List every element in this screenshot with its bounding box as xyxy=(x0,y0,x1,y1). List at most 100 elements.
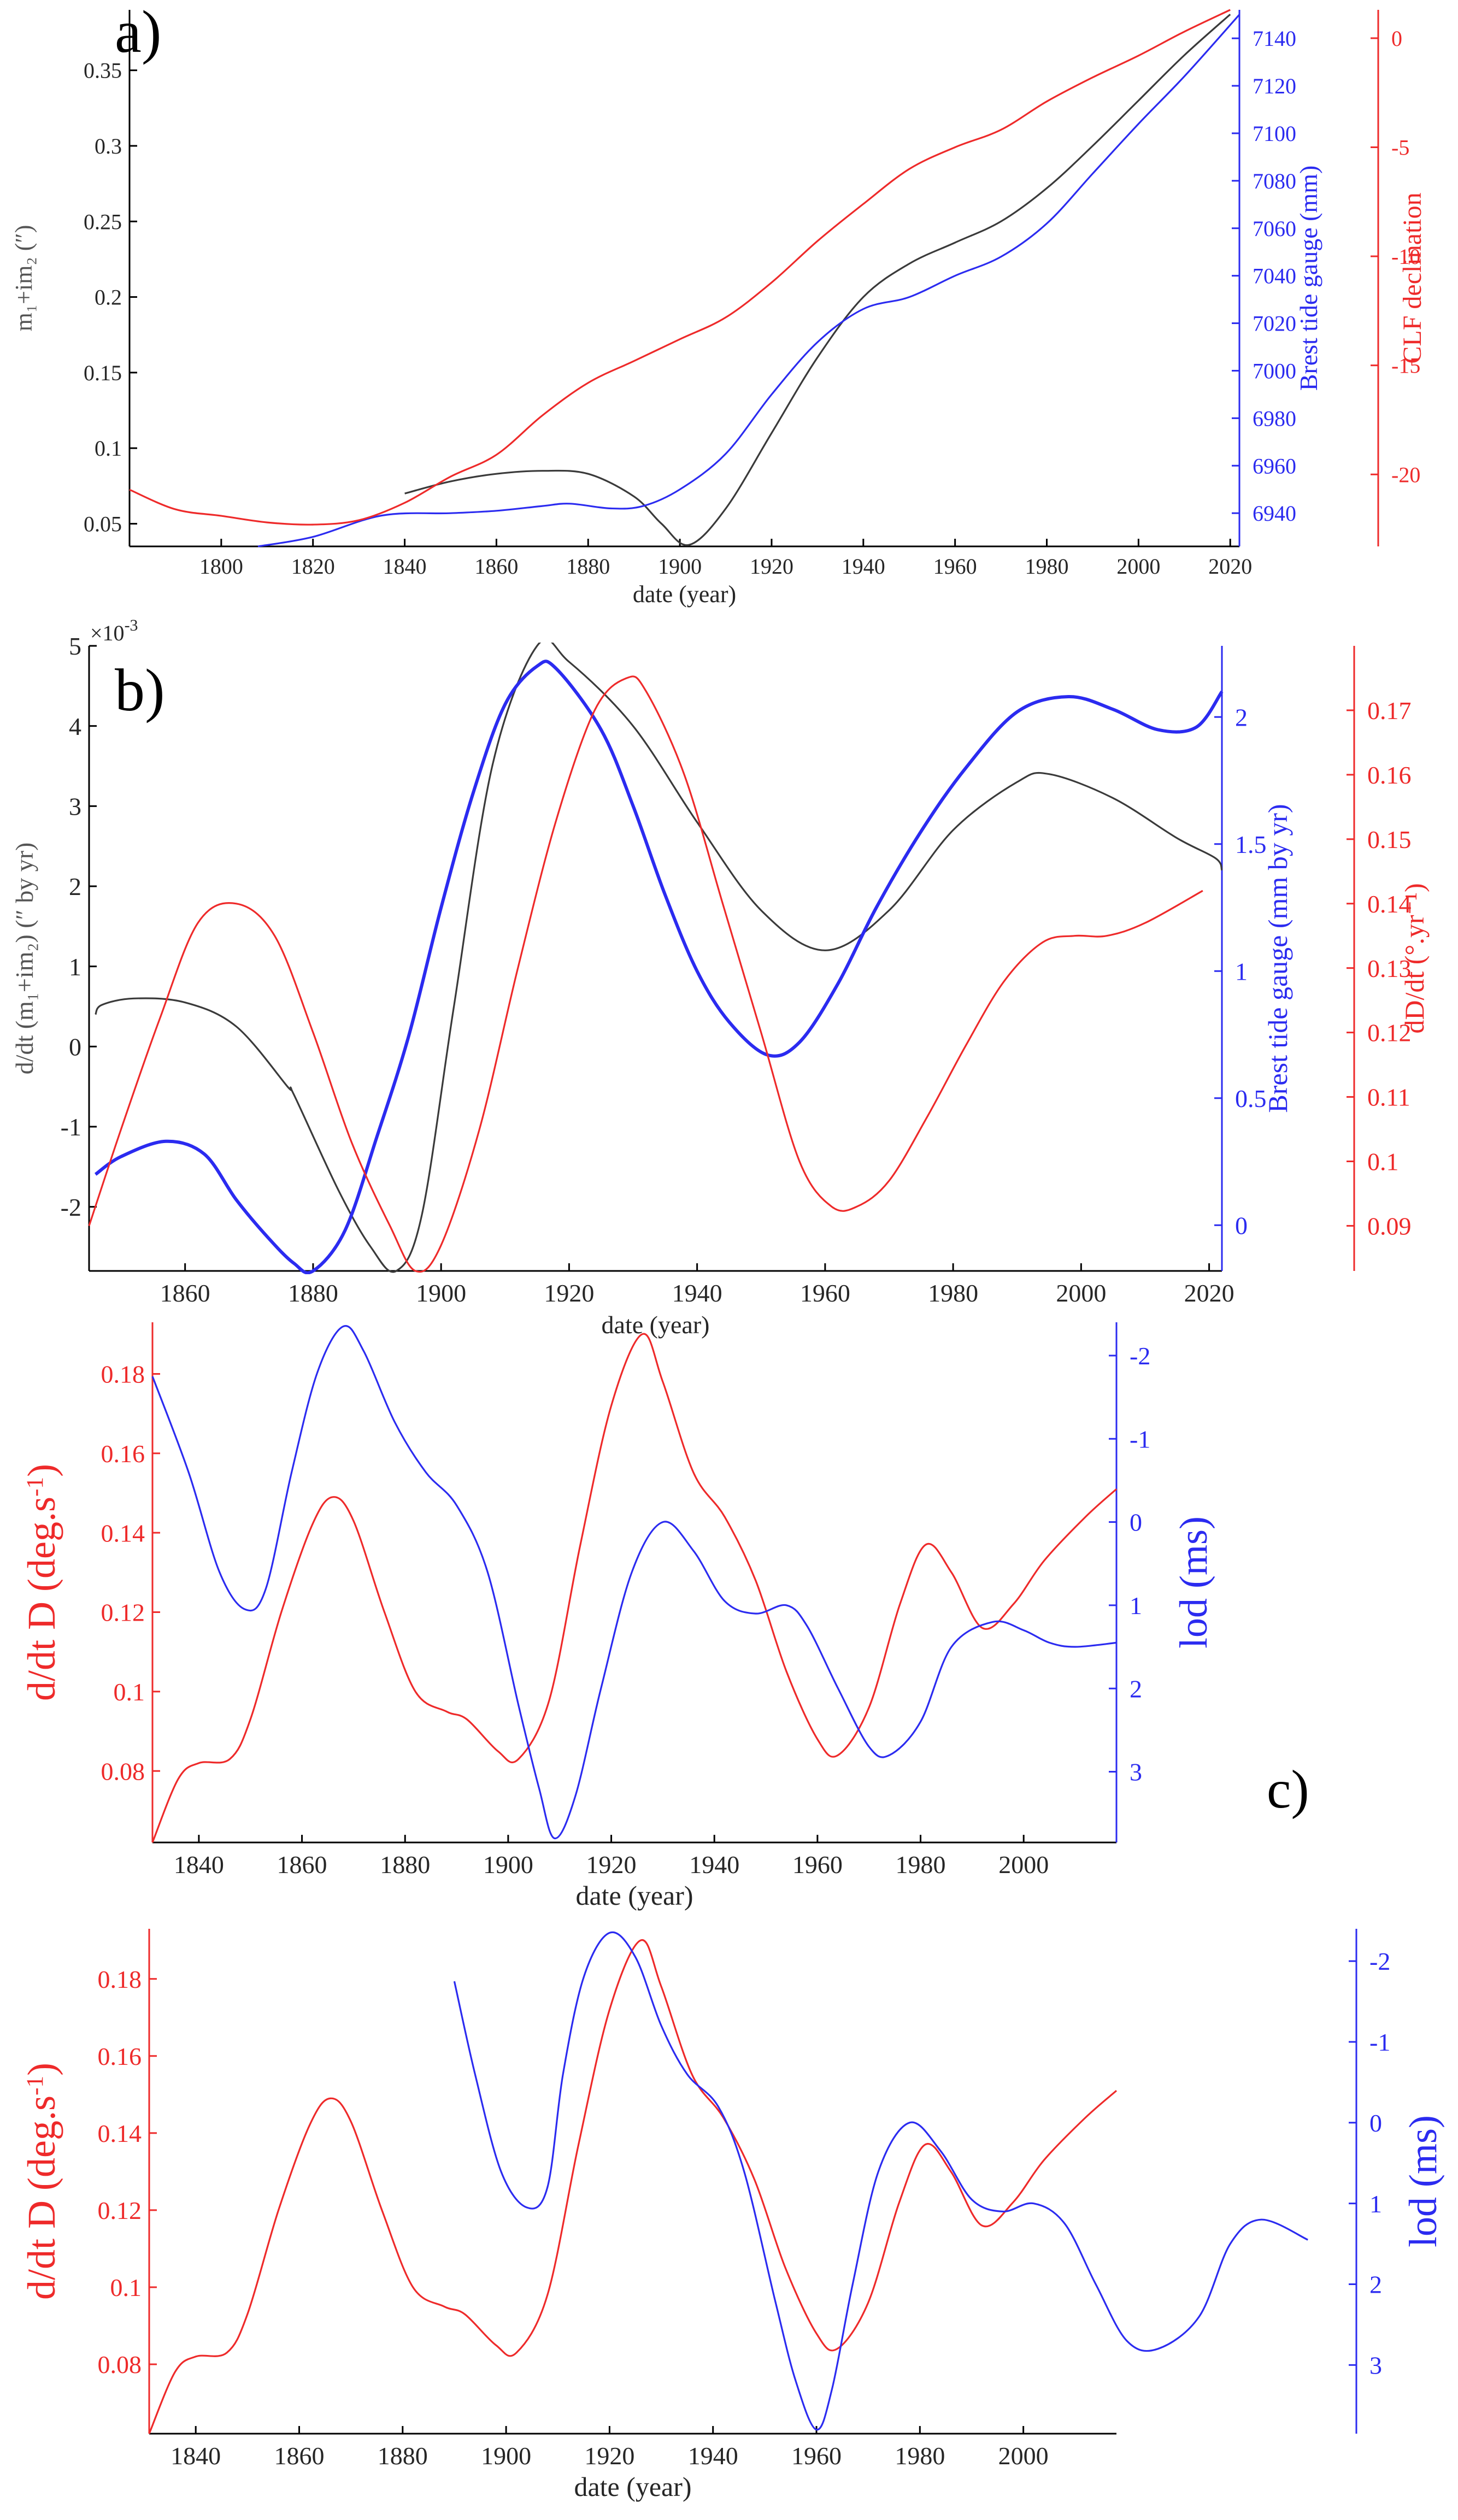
y-axis-title-right2: CLF declination xyxy=(1398,192,1427,363)
y-tick-label-left: 0.25 xyxy=(84,209,122,234)
y-axis-title-text: d/dt D (deg.s xyxy=(20,2095,63,2300)
y-tick-label-left: 0.18 xyxy=(101,1361,145,1388)
y-tick-label-left: 0.1 xyxy=(114,1678,145,1706)
series-line-brest-tide-gauge xyxy=(257,14,1241,547)
x-tick-label: 2000 xyxy=(1116,554,1160,579)
y-axis-title-sup: -1 xyxy=(22,2076,48,2095)
x-tick-label: 2020 xyxy=(1184,1279,1234,1307)
y-tick-label-right: 6960 xyxy=(1253,454,1296,478)
y-tick-label-left: 0.2 xyxy=(95,285,122,310)
y-tick-label-right2: 0.09 xyxy=(1367,1212,1412,1240)
y-tick-label-left: 0.3 xyxy=(95,134,122,158)
y-tick-label-left: 0.16 xyxy=(101,1440,145,1468)
y-tick-label-left: 0.12 xyxy=(98,2197,142,2224)
y-tick-label-left: 0.08 xyxy=(101,1757,145,1785)
exponent-power: -3 xyxy=(125,616,138,634)
y-axis-title-right: Brest tide gauge (mm by yr) xyxy=(1262,804,1293,1112)
y-tick-label-left: 5 xyxy=(69,632,81,660)
y-tick-label-right: 3 xyxy=(1369,2351,1382,2379)
x-tick-label: 1900 xyxy=(481,2442,531,2470)
series-line-brest-tide-gauge-rate xyxy=(94,660,1224,1274)
y-tick-label-left: 0.15 xyxy=(84,361,122,385)
x-tick-label: 1960 xyxy=(792,1851,843,1879)
x-tick-label: 1900 xyxy=(483,1851,533,1879)
y-axis-title-right: Brest tide gauge (mm) xyxy=(1295,166,1322,391)
y-axis-title-tail: ) xyxy=(20,1464,63,1477)
x-tick-label: 1880 xyxy=(380,1851,430,1879)
y-tick-label-right: 1 xyxy=(1369,2190,1382,2218)
x-tick-label: 1860 xyxy=(474,554,518,579)
y-tick-label-left: 0.05 xyxy=(84,512,122,537)
y-tick-label-right: 2 xyxy=(1235,703,1248,731)
exponent-label: ×10-3 xyxy=(90,616,138,645)
x-tick-label: 1900 xyxy=(658,554,702,579)
x-tick-label: 1940 xyxy=(672,1279,722,1307)
series-line-dd-dt xyxy=(88,675,1203,1273)
x-tick-label: 2020 xyxy=(1208,554,1252,579)
y-tick-label-left: 2 xyxy=(69,873,81,900)
chart-panel-a: 1800 1820 1840 1860 1880 1900 1920 1940 1960 1980… xyxy=(10,0,1427,608)
series-line-m1-im2 xyxy=(404,14,1231,546)
x-tick-label: 1980 xyxy=(928,1279,978,1307)
y-tick-label-right: 0 xyxy=(1369,2109,1382,2137)
y-tick-label-left: 4 xyxy=(69,713,81,740)
y-axis-title-sup: -1 xyxy=(22,1477,48,1497)
y-axis-title-right: lod (ms) xyxy=(1172,1516,1215,1648)
y-tick-label-right2: 0.15 xyxy=(1367,826,1412,853)
x-tick-label: 1900 xyxy=(416,1279,466,1307)
series-line-d-dt-d xyxy=(148,1939,1118,2434)
panel-label: b) xyxy=(115,657,165,723)
y-tick-label-right: 1.5 xyxy=(1235,831,1267,858)
y-tick-label-right: 7120 xyxy=(1253,74,1296,98)
y-axis-title-left: d/dt (m₁+im₂) (″ by yr) xyxy=(10,843,38,1075)
y-tick-label-right: -1 xyxy=(1369,2028,1390,2056)
y-tick-label-right: 2 xyxy=(1369,2271,1382,2299)
x-tick-label: 1860 xyxy=(274,2442,324,2470)
y-tick-label-right2: 0 xyxy=(1391,26,1402,51)
x-tick-label: 1960 xyxy=(800,1279,850,1307)
chart-panel-c1: 1840 1860 1880 1900 1920 1940 1960 1980 2000 date… xyxy=(20,1322,1309,1911)
y-tick-label-right: 1 xyxy=(1130,1592,1142,1620)
y-tick-label-left: 0.35 xyxy=(84,58,122,83)
y-tick-label-right: 0 xyxy=(1130,1509,1142,1536)
y-tick-label-right: 1 xyxy=(1235,957,1248,985)
y-axis-title-left: m₁+im₂ (″) xyxy=(10,225,37,332)
y-tick-label-right: 6940 xyxy=(1253,501,1296,526)
y-tick-label-right2: 0.12 xyxy=(1367,1019,1412,1047)
x-tick-label: 1980 xyxy=(895,2442,945,2470)
y-tick-label-right2: 0.1 xyxy=(1367,1148,1399,1176)
y-tick-label-left: 0.14 xyxy=(101,1519,145,1547)
x-axis-title: date (year) xyxy=(602,1311,710,1339)
x-tick-label: 1840 xyxy=(171,2442,221,2470)
y-tick-label-right: 0.5 xyxy=(1235,1085,1267,1112)
x-tick-label: 1980 xyxy=(1025,554,1069,579)
x-tick-label: 1920 xyxy=(750,554,793,579)
series-line-clf-declination xyxy=(129,9,1231,526)
y-tick-label-right2: -20 xyxy=(1391,462,1420,487)
x-tick-label: 1960 xyxy=(933,554,977,579)
x-tick-label: 1880 xyxy=(378,2442,428,2470)
y-tick-label-right: 7060 xyxy=(1253,216,1296,241)
x-tick-label: 1880 xyxy=(288,1279,338,1307)
x-tick-label: 1940 xyxy=(842,554,885,579)
y-tick-label-left: 0.18 xyxy=(98,1965,142,1993)
x-tick-label: 2000 xyxy=(998,1851,1049,1879)
y-tick-label-left: 1 xyxy=(69,953,81,981)
y-tick-label-left: 3 xyxy=(69,792,81,820)
y-tick-label-right2: 0.16 xyxy=(1367,761,1412,789)
y-tick-label-right: 7100 xyxy=(1253,121,1296,146)
x-tick-label: 2000 xyxy=(998,2442,1049,2470)
y-axis-title-right2: dD/dt (°.yr⁻¹) xyxy=(1399,883,1430,1033)
x-tick-label: 1980 xyxy=(896,1851,946,1879)
panel-label: c) xyxy=(1267,1759,1309,1820)
y-tick-label-right: 7080 xyxy=(1253,169,1296,193)
x-tick-label: 1920 xyxy=(586,1851,637,1879)
series-line-lod xyxy=(151,1324,1117,1840)
y-tick-label-right: 2 xyxy=(1130,1675,1142,1703)
x-tick-label: 1840 xyxy=(174,1851,224,1879)
y-tick-label-right: 7140 xyxy=(1253,26,1296,51)
y-tick-label-left: 0.14 xyxy=(98,2119,142,2147)
series-line-d-dt-m1-im2- xyxy=(95,643,1223,1273)
x-tick-label: 1920 xyxy=(584,2442,634,2470)
x-tick-label: 1880 xyxy=(566,554,610,579)
